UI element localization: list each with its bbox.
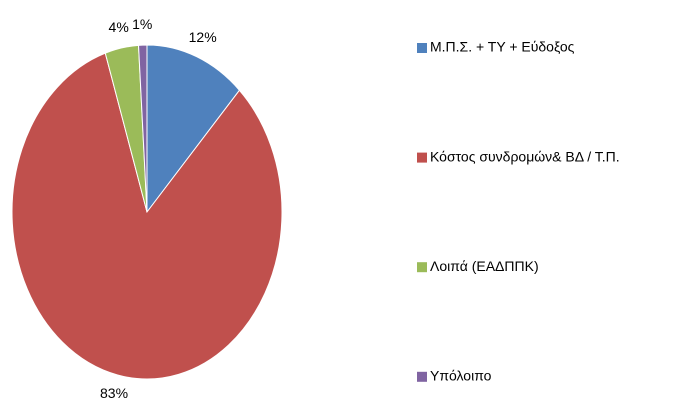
legend-swatch [417, 371, 427, 382]
legend-label: Λοιπά (ΕΑΔΠΠΚ) [430, 258, 539, 274]
legend-swatch [417, 152, 427, 163]
data-label: 83% [100, 385, 128, 401]
pie-slice [137, 44, 148, 213]
pie-slice [11, 52, 283, 380]
legend-label: Μ.Π.Σ. + ΤΥ + Εύδοξος [430, 39, 575, 55]
pie-slice [146, 44, 241, 214]
legend-swatch [417, 262, 427, 273]
legend-label: Υπόλοιπο [430, 368, 492, 384]
data-label: 12% [189, 29, 217, 45]
data-label: 4% [109, 19, 129, 35]
legend-swatch [417, 43, 427, 53]
legend-label: Κόστος συνδρομών& ΒΔ / Τ.Π. [430, 148, 620, 164]
data-label: 1% [132, 16, 152, 32]
